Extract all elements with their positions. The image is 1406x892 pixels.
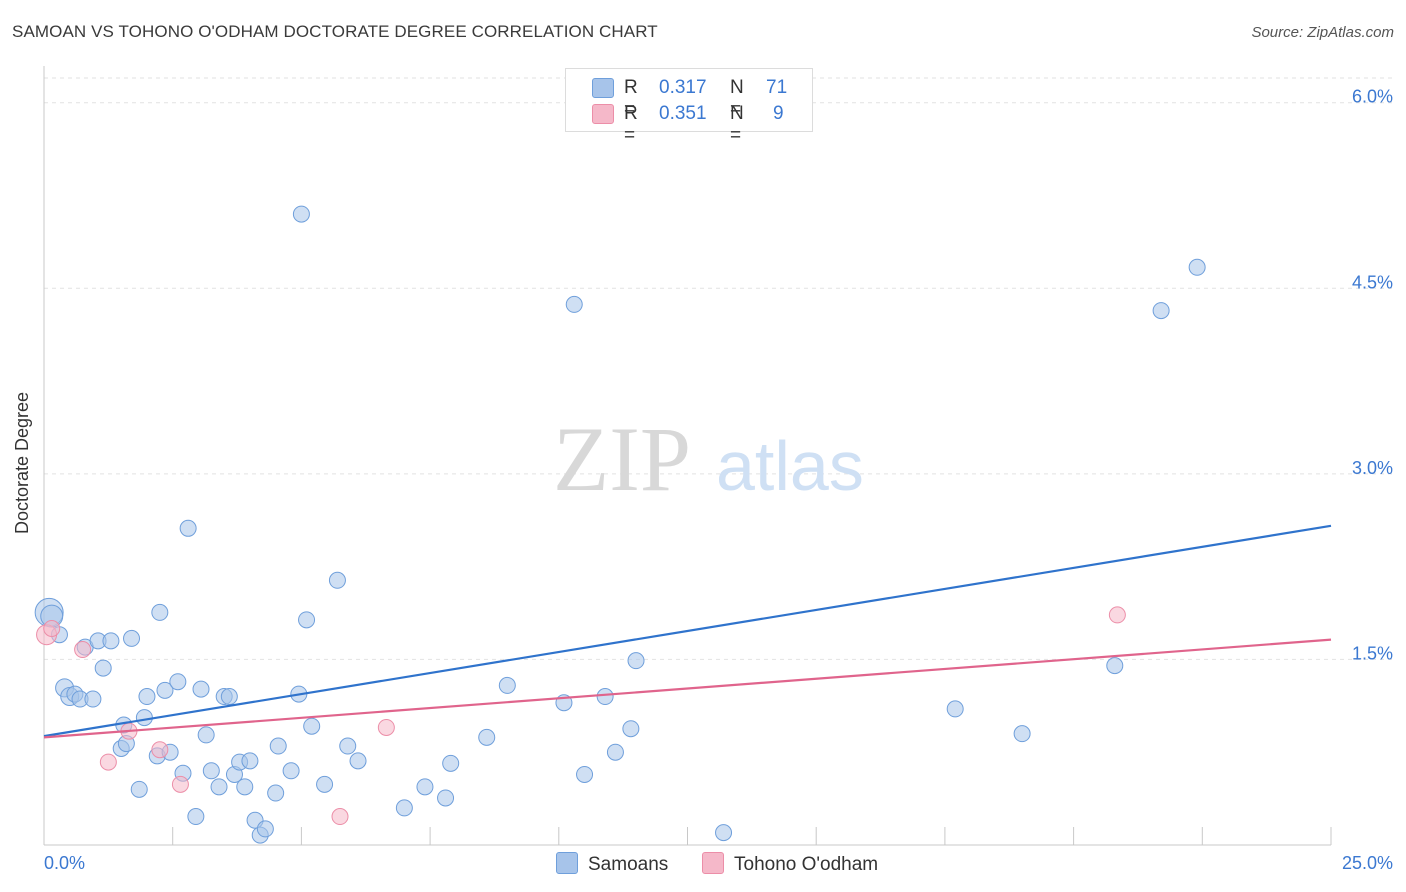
samoans-point xyxy=(192,680,210,698)
legend-n-label: N = xyxy=(730,77,744,120)
samoans-point xyxy=(1013,725,1031,743)
x-tick-label-min: 0.0% xyxy=(44,853,85,873)
y-tick-label: 1.5% xyxy=(1352,643,1393,663)
tohono-point xyxy=(331,808,349,826)
legend-r-value: 0.351 xyxy=(659,103,707,124)
samoans-point xyxy=(303,717,321,735)
samoans-point xyxy=(395,799,413,817)
samoans-point xyxy=(123,629,141,647)
legend-n-label: N = xyxy=(730,103,744,146)
watermark: ZIP atlas xyxy=(553,408,864,510)
samoans-point xyxy=(169,673,187,691)
samoans-point xyxy=(151,603,169,621)
samoans-point xyxy=(1106,657,1124,675)
legend-n-value: 71 xyxy=(766,77,788,98)
samoans-point xyxy=(197,726,215,744)
watermark-atlas: atlas xyxy=(716,427,864,505)
tohono-point xyxy=(171,775,189,793)
tohono-point xyxy=(43,620,61,638)
samoans-point xyxy=(269,737,287,755)
samoans-point xyxy=(94,659,112,677)
legend-swatch-samoans xyxy=(592,78,614,98)
correlation-legend: R = 0.317 N = 71 R = 0.351 N = 9 xyxy=(565,68,813,146)
samoans-trend-line xyxy=(43,524,1332,738)
tohono-trend-line xyxy=(43,638,1332,739)
samoans-point xyxy=(1152,302,1170,320)
tohono-point xyxy=(1108,606,1126,624)
samoans-point xyxy=(442,754,460,772)
samoans-point xyxy=(210,778,228,796)
samoans-point xyxy=(267,784,285,802)
legend-r-label: R = xyxy=(624,103,638,146)
samoans-point xyxy=(236,778,254,796)
y-tick-label: 3.0% xyxy=(1352,458,1393,478)
samoans-point xyxy=(292,205,310,223)
samoans-point xyxy=(349,752,367,770)
samoans-point xyxy=(241,752,259,770)
samoans-point xyxy=(437,789,455,807)
y-axis-title: Doctorate Degree xyxy=(12,392,32,534)
source-label: Source: ZipAtlas.com xyxy=(1251,24,1394,41)
tohono-point xyxy=(99,753,117,771)
samoans-point xyxy=(179,519,197,537)
samoans-point xyxy=(84,690,102,708)
samoans-point xyxy=(282,762,300,780)
y-tick-label: 4.5% xyxy=(1352,272,1393,292)
legend-swatch-tohono xyxy=(592,104,614,124)
samoans-point xyxy=(187,808,205,826)
samoans-point xyxy=(102,632,120,650)
samoans-point xyxy=(220,688,238,706)
samoans-point xyxy=(576,765,594,783)
samoans-point xyxy=(622,720,640,738)
bottom-legend-label-samoans: Samoans xyxy=(588,854,669,875)
legend-r-value: 0.317 xyxy=(659,77,707,98)
samoans-point xyxy=(565,295,583,313)
legend-n-value: 9 xyxy=(773,103,784,124)
samoans-point xyxy=(416,778,434,796)
samoans-point xyxy=(478,728,496,746)
bottom-legend-tohono[interactable]: Tohono O'odham xyxy=(702,852,878,876)
samoans-point xyxy=(328,571,346,589)
samoans-point xyxy=(202,762,220,780)
samoans-point xyxy=(256,820,274,838)
samoans-point xyxy=(298,611,316,629)
tohono-point xyxy=(377,718,395,736)
samoans-point xyxy=(498,676,516,694)
bottom-legend-label-tohono: Tohono O'odham xyxy=(734,854,879,875)
bottom-legend-samoans[interactable]: Samoans xyxy=(556,852,668,876)
samoans-point xyxy=(156,681,174,699)
points-layer xyxy=(34,205,1206,844)
bottom-legend-swatch-tohono xyxy=(702,852,724,874)
tohono-point xyxy=(151,741,169,759)
trend-layer xyxy=(43,524,1332,739)
labels-layer: Doctorate Degree 0.0% 25.0% 1.5% 3.0% 4.5%… xyxy=(12,87,1393,873)
samoans-point xyxy=(1188,258,1206,276)
samoans-point xyxy=(606,743,624,761)
legend-r-label: R = xyxy=(624,77,638,120)
samoans-point xyxy=(138,688,156,706)
samoans-point xyxy=(627,652,645,670)
watermark-zip: ZIP xyxy=(553,408,691,510)
samoans-point xyxy=(135,709,153,727)
bottom-legend-swatch-samoans xyxy=(556,852,578,874)
samoans-point xyxy=(596,688,614,706)
samoans-point xyxy=(316,775,334,793)
y-tick-label: 6.0% xyxy=(1352,87,1393,107)
samoans-point xyxy=(715,824,733,842)
samoans-point xyxy=(130,780,148,798)
chart-title: SAMOAN VS TOHONO O'ODHAM DOCTORATE DEGRE… xyxy=(12,22,658,41)
axes-layer xyxy=(43,66,1331,846)
samoans-point xyxy=(946,700,964,718)
x-tick-label-max: 25.0% xyxy=(1342,853,1393,873)
tohono-point xyxy=(74,641,92,659)
samoans-point xyxy=(339,737,357,755)
